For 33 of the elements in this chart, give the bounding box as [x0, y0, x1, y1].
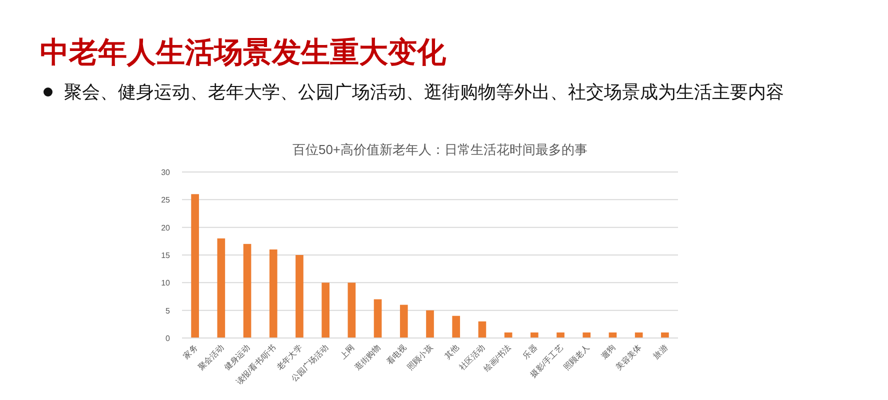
chart-title: 百位50+高价值新老年人：日常生活花时间最多的事: [292, 142, 588, 157]
bar: [582, 332, 591, 338]
bar: [530, 332, 538, 338]
y-tick-label: 20: [161, 223, 171, 232]
x-tick-label: 其他: [442, 343, 461, 361]
y-tick-label: 25: [161, 196, 171, 205]
y-tick-label: 0: [166, 334, 171, 343]
bar: [661, 332, 669, 338]
bar: [348, 282, 356, 338]
x-tick-label: 乐器: [521, 343, 539, 361]
text: 聚会、健身运动、老年大学、公园广场活动、逛街购物等外出、社交场景成为生活主要内容: [64, 82, 784, 102]
y-tick-label: 10: [161, 278, 171, 288]
bar: [217, 238, 226, 338]
bar: [452, 316, 460, 338]
bar: [556, 332, 564, 338]
bar: [400, 304, 408, 338]
bar: [426, 310, 434, 338]
x-tick-label: 家务: [182, 343, 200, 361]
bar: [243, 244, 252, 338]
y-tick-label: 15: [161, 251, 171, 260]
text: 中老年人生活场景发生重大变化: [40, 36, 447, 69]
bar: [374, 299, 382, 338]
bar: [634, 332, 643, 338]
bar: [322, 282, 330, 338]
x-tick-label: 聚会活动: [196, 343, 226, 372]
y-tick-label: 30: [161, 168, 171, 177]
y-tick-label: 5: [166, 306, 171, 316]
x-tick-label: 旅游: [652, 343, 670, 361]
x-tick-label: 照顾老人: [562, 343, 592, 372]
bar: [296, 255, 304, 338]
bar: [478, 321, 486, 338]
bar: [191, 194, 199, 338]
bar: [269, 249, 278, 338]
